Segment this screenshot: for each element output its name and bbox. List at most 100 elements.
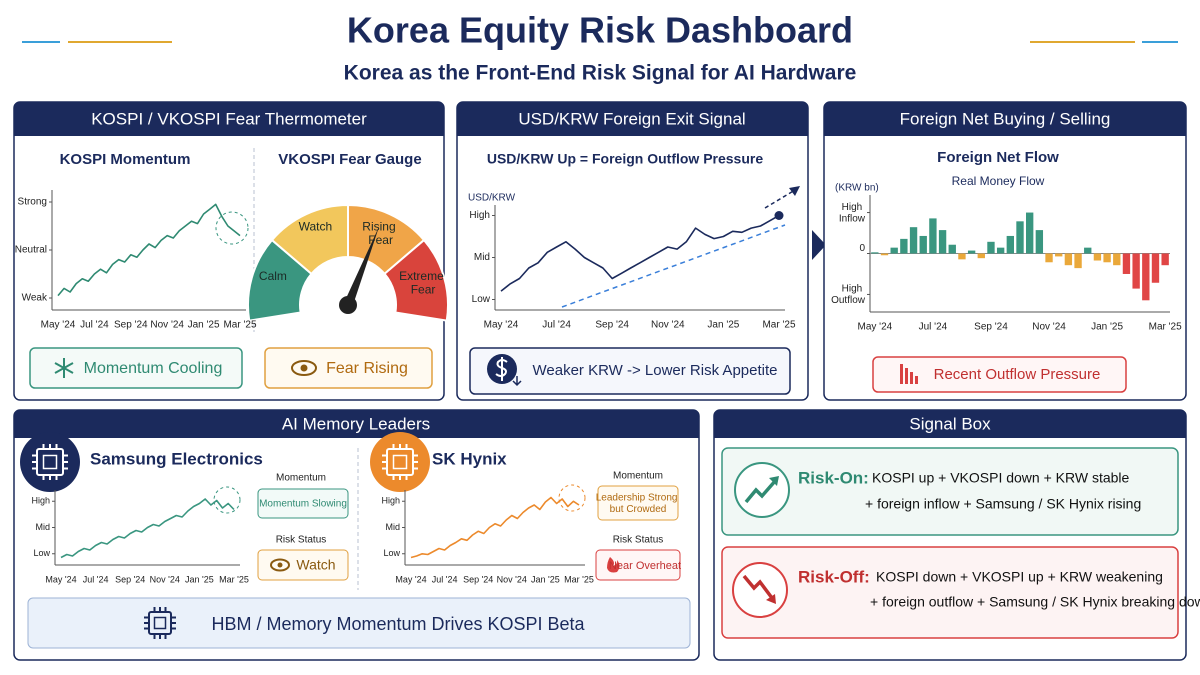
signal-label: Risk-On: xyxy=(798,468,869,487)
y-tick-label: Mid xyxy=(474,252,490,263)
signal-text: + foreign inflow + Samsung / SK Hynix ri… xyxy=(865,496,1141,512)
label: Momentum xyxy=(613,471,663,482)
needle xyxy=(343,225,380,305)
bar xyxy=(900,238,908,254)
bar xyxy=(1064,253,1073,266)
x-tick-label: Jul '24 xyxy=(432,574,458,584)
x-tick-label: Mar '25 xyxy=(223,320,256,331)
eye-icon xyxy=(270,558,290,572)
label: Risk Status xyxy=(276,535,327,546)
x-tick-label: Mar '25 xyxy=(564,574,594,584)
y-axis-label: USD/KRW xyxy=(468,193,516,204)
trend-line xyxy=(561,224,786,308)
badge-text: Near Overheat xyxy=(609,560,681,572)
bar xyxy=(938,230,947,254)
y-tick-label: Mid xyxy=(385,522,400,532)
x-tick-label: Mar '25 xyxy=(219,574,249,584)
y-tick-label: High Outflow xyxy=(831,283,866,306)
label: Momentum xyxy=(276,473,326,484)
chart-title: Foreign Net Flow xyxy=(937,149,1059,166)
x-tick-label: Sep '24 xyxy=(463,574,493,584)
x-tick-label: Nov '24 xyxy=(497,574,527,584)
gauge-label: Extreme Fear xyxy=(399,269,447,297)
flame-icon xyxy=(607,557,620,573)
badge-text: Fear Rising xyxy=(326,360,408,377)
label: Risk Status xyxy=(613,535,664,546)
badge xyxy=(29,347,243,389)
x-tick-label: Nov '24 xyxy=(651,320,685,331)
bar xyxy=(1093,253,1102,261)
footer-text: HBM / Memory Momentum Drives KOSPI Beta xyxy=(211,614,585,634)
line xyxy=(60,498,235,559)
icon-bg xyxy=(734,462,790,518)
signal-text: KOSPI down + VKOSPI up + KRW weakening xyxy=(876,569,1163,585)
bar xyxy=(919,235,927,254)
signal-text: KOSPI up + VKOSPI down + KRW stable xyxy=(872,470,1130,486)
x-tick-label: Sep '24 xyxy=(595,320,629,331)
x-tick-label: Nov '24 xyxy=(150,320,184,331)
y-tick-label: Neutral xyxy=(15,245,47,256)
chip-body xyxy=(386,448,414,476)
bar xyxy=(1122,253,1131,274)
panel-title: Signal Box xyxy=(909,414,991,433)
bar xyxy=(967,250,976,254)
bar xyxy=(1113,253,1121,266)
panel-header xyxy=(14,410,699,438)
bar xyxy=(909,227,918,254)
y-tick-label: High xyxy=(469,210,490,221)
panel xyxy=(823,101,1187,401)
panel-title: KOSPI / VKOSPI Fear Thermometer xyxy=(91,109,367,128)
line xyxy=(500,214,780,292)
bar xyxy=(880,253,889,256)
bar xyxy=(1151,253,1160,283)
chip-icon xyxy=(32,444,68,480)
bar xyxy=(1016,221,1024,254)
x-tick-label: May '24 xyxy=(857,322,892,333)
company-name: SK Hynix xyxy=(432,449,507,468)
chevron xyxy=(812,230,826,260)
snowflake-icon xyxy=(54,358,74,378)
x-tick-label: Nov '24 xyxy=(1032,322,1066,333)
x-tick-label: May '24 xyxy=(45,574,76,584)
badge xyxy=(264,347,433,389)
y-tick-label: Low xyxy=(383,548,400,558)
end-point xyxy=(774,211,784,220)
bar xyxy=(1074,253,1082,269)
y-tick-label: 0 xyxy=(859,242,865,253)
y-tick-label: Weak xyxy=(22,293,48,304)
y-tick-label: High xyxy=(381,496,400,506)
bar xyxy=(1045,253,1053,263)
badge xyxy=(257,549,349,581)
x-tick-label: Sep '24 xyxy=(115,574,145,584)
needle-hub xyxy=(339,296,357,314)
bar xyxy=(890,247,898,254)
badge xyxy=(872,356,1127,393)
company-name: Samsung Electronics xyxy=(90,449,263,468)
eye-icon xyxy=(291,360,317,376)
badge-text: Recent Outflow Pressure xyxy=(934,366,1101,383)
badge xyxy=(257,488,349,519)
bar xyxy=(1161,253,1169,266)
x-tick-label: May '24 xyxy=(484,320,519,331)
badge xyxy=(469,347,791,395)
x-tick-label: Jan '25 xyxy=(1091,322,1123,333)
down-arrow-head xyxy=(766,594,776,604)
x-tick-label: Jan '25 xyxy=(188,320,220,331)
highlight xyxy=(558,484,586,512)
x-tick-label: Jan '25 xyxy=(531,574,560,584)
up-arrow xyxy=(744,478,778,504)
panel-title: Foreign Net Buying / Selling xyxy=(900,109,1111,128)
signal-label: Risk-Off: xyxy=(798,567,870,586)
x-tick-label: May '24 xyxy=(395,574,426,584)
line xyxy=(410,496,580,559)
y-tick-label: Strong xyxy=(18,197,47,208)
chip-core xyxy=(392,454,408,470)
x-tick-label: Jan '25 xyxy=(185,574,214,584)
bar xyxy=(1035,230,1044,254)
bar xyxy=(1026,212,1034,254)
panel-title: AI Memory Leaders xyxy=(282,414,430,433)
signal-text: + foreign outflow + Samsung / SK Hynix b… xyxy=(870,594,1200,610)
bar xyxy=(987,241,995,254)
panel-title: USD/KRW Foreign Exit Signal xyxy=(518,109,745,128)
